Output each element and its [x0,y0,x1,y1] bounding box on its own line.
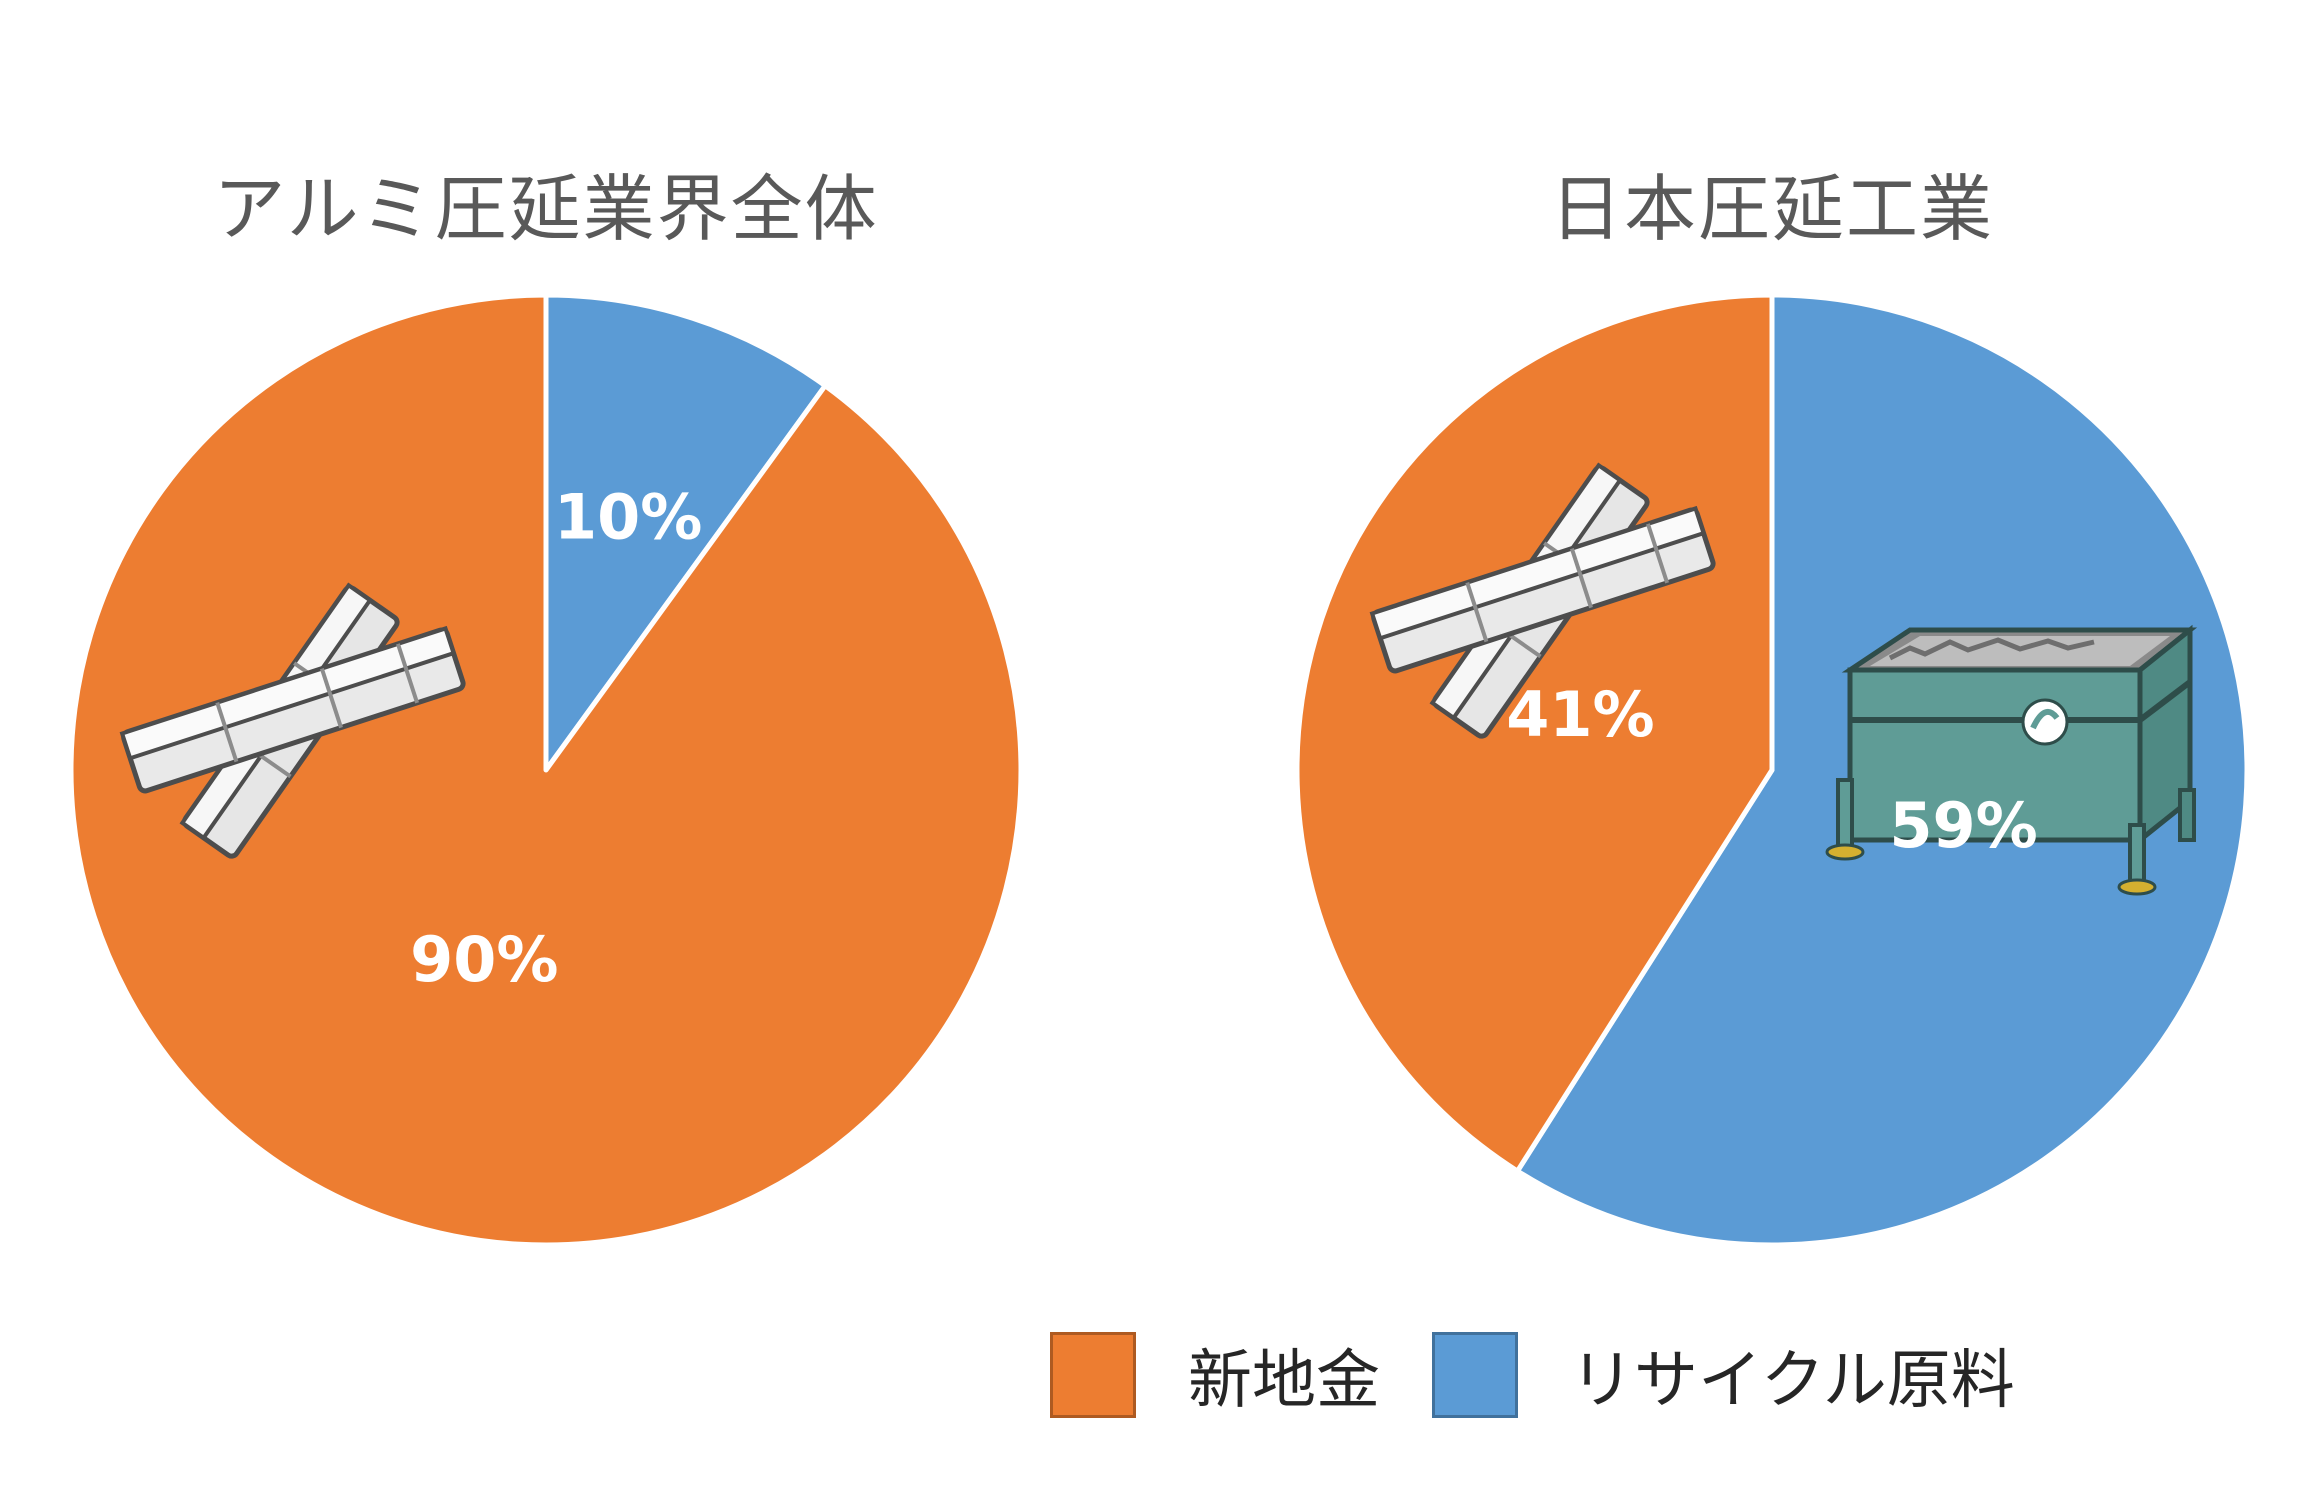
pie-data-label-1-0: 59% [1889,789,2037,862]
pie-data-label-1-1: 41% [1506,678,1654,751]
pie-data-label-0-0: 10% [554,481,702,554]
scrap-bin-icon [1825,624,2198,896]
legend-swatch-orange [1050,1332,1136,1418]
pie-slice-0-0 [543,292,828,773]
chart-title-right: 日本圧延工業 [1549,167,1995,251]
legend: 新地金 リサイクル原料 [1050,1330,2067,1420]
legend-label: 新地金 [1188,1344,1380,1418]
chart-title-left: アルミ圧延業界全体 [213,167,879,251]
legend-swatch-blue [1432,1332,1518,1418]
legend-item-new-metal: 新地金 [1050,1329,1380,1421]
pie-slice-0-1 [68,292,1024,1248]
pie-slice-1-1 [1294,292,1775,1174]
aluminum-ingot-icon [119,582,466,859]
pie-data-label-0-1: 90% [410,923,558,996]
aluminum-ingot-icon [1369,462,1716,739]
legend-item-recycled: リサイクル原料 [1432,1329,2015,1421]
legend-label: リサイクル原料 [1570,1344,2015,1418]
